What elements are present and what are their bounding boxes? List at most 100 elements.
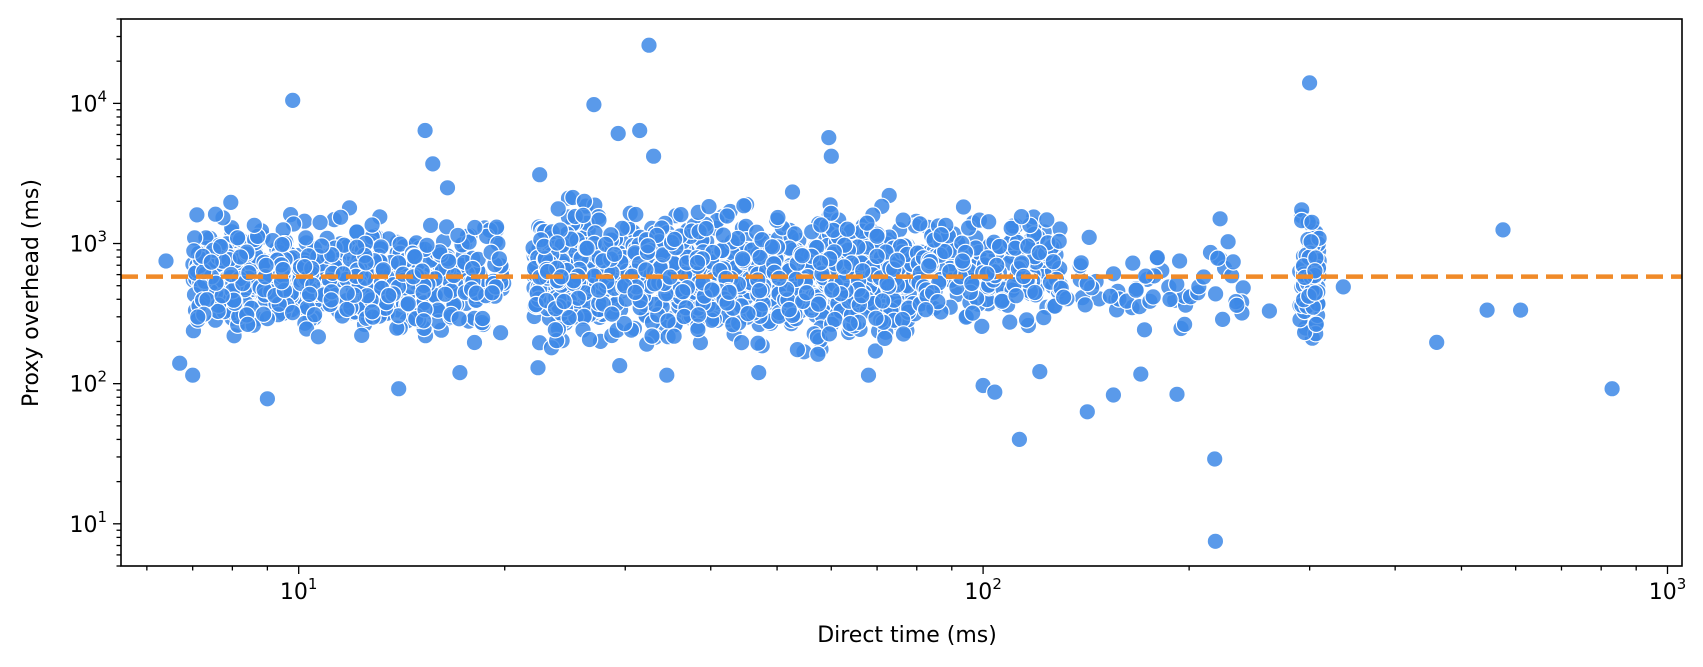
data-point bbox=[296, 229, 315, 247]
data-point bbox=[1007, 286, 1025, 305]
data-point bbox=[797, 283, 816, 302]
data-point bbox=[659, 311, 677, 330]
data-point bbox=[603, 305, 621, 323]
data-point bbox=[463, 259, 482, 278]
data-point bbox=[615, 314, 634, 333]
data-point bbox=[549, 200, 567, 218]
data-point bbox=[379, 286, 398, 305]
data-point bbox=[990, 237, 1009, 256]
data-point bbox=[363, 216, 381, 234]
data-point bbox=[589, 281, 608, 299]
data-point bbox=[338, 284, 356, 302]
data-point bbox=[809, 295, 828, 313]
data-point bbox=[391, 235, 409, 253]
data-point bbox=[228, 229, 247, 247]
data-point bbox=[1219, 232, 1237, 251]
data-point bbox=[866, 342, 885, 360]
data-point bbox=[780, 300, 798, 319]
data-point bbox=[311, 213, 329, 232]
data-point bbox=[1161, 290, 1179, 309]
x-tick-label: 101 bbox=[280, 575, 318, 605]
data-point bbox=[414, 283, 432, 302]
data-point-outlier bbox=[1300, 74, 1319, 92]
data-point-outlier bbox=[585, 95, 603, 114]
data-point bbox=[357, 253, 375, 272]
data-point bbox=[637, 261, 655, 279]
data-point bbox=[283, 303, 302, 322]
data-point-outlier bbox=[819, 128, 838, 147]
data-point-outlier bbox=[157, 252, 175, 270]
data-point-outlier bbox=[1511, 301, 1530, 319]
data-point bbox=[811, 253, 830, 272]
data-point-outlier bbox=[1427, 333, 1446, 352]
data-point-outlier bbox=[1206, 532, 1225, 551]
data-point bbox=[1104, 264, 1123, 283]
data-point-outlier bbox=[1078, 402, 1097, 421]
data-point bbox=[273, 235, 291, 254]
data-point bbox=[978, 264, 996, 283]
data-point bbox=[487, 218, 506, 236]
data-point-outlier bbox=[609, 124, 627, 143]
data-point bbox=[672, 205, 690, 224]
data-point bbox=[873, 292, 892, 310]
y-axis-tick-labels: 101 102 103 104 bbox=[69, 87, 107, 537]
data-point bbox=[911, 215, 929, 233]
data-point bbox=[665, 230, 684, 249]
data-point bbox=[560, 308, 578, 327]
data-point bbox=[1148, 248, 1167, 267]
data-point bbox=[723, 315, 742, 334]
data-point bbox=[473, 309, 492, 328]
data-point-outlier bbox=[188, 206, 206, 224]
data-point bbox=[919, 257, 938, 275]
data-point bbox=[439, 252, 458, 271]
data-point bbox=[1101, 287, 1120, 305]
data-point bbox=[972, 317, 991, 336]
data-point bbox=[793, 246, 811, 265]
data-point-outlier bbox=[183, 366, 202, 384]
x-axis-tick-labels: 101 102 103 bbox=[280, 575, 1686, 605]
data-point bbox=[206, 205, 225, 223]
data-point bbox=[783, 183, 802, 201]
data-point-outlier bbox=[283, 91, 302, 110]
data-point bbox=[465, 333, 484, 352]
data-point bbox=[867, 309, 885, 328]
data-point bbox=[399, 294, 417, 313]
data-point bbox=[1307, 315, 1325, 334]
data-point bbox=[414, 311, 433, 330]
data-point-outlier bbox=[749, 363, 768, 382]
data-point bbox=[580, 330, 599, 349]
data-point bbox=[750, 281, 769, 300]
y-tick-label: 104 bbox=[69, 87, 107, 117]
data-point bbox=[389, 306, 408, 325]
data-point bbox=[483, 283, 501, 302]
data-point-outlier bbox=[170, 354, 189, 372]
data-point bbox=[322, 291, 340, 309]
data-point bbox=[331, 208, 350, 227]
y-axis-ticks bbox=[113, 18, 121, 567]
data-point bbox=[555, 292, 573, 311]
data-point bbox=[352, 326, 371, 345]
data-point bbox=[1144, 288, 1162, 306]
data-point bbox=[875, 329, 894, 348]
data-point bbox=[1002, 219, 1020, 238]
data-point bbox=[894, 211, 912, 229]
data-point bbox=[1302, 232, 1320, 251]
data-point bbox=[763, 238, 782, 256]
data-point bbox=[788, 340, 807, 359]
data-point-outlier bbox=[1260, 302, 1279, 320]
data-point bbox=[838, 220, 857, 238]
data-point bbox=[254, 305, 273, 323]
data-point-outlier bbox=[1168, 385, 1186, 404]
data-point bbox=[257, 256, 275, 275]
plot-area-frame bbox=[120, 18, 1683, 567]
data-point-outlier bbox=[423, 155, 442, 173]
data-point-outlier bbox=[1205, 450, 1224, 468]
data-point bbox=[835, 258, 853, 276]
data-point bbox=[868, 227, 886, 245]
data-point bbox=[812, 216, 830, 234]
data-point bbox=[823, 281, 841, 299]
data-point bbox=[626, 283, 644, 302]
data-point bbox=[841, 314, 859, 333]
data-point-outlier bbox=[640, 36, 658, 54]
x-tick-label: 103 bbox=[1649, 575, 1687, 605]
